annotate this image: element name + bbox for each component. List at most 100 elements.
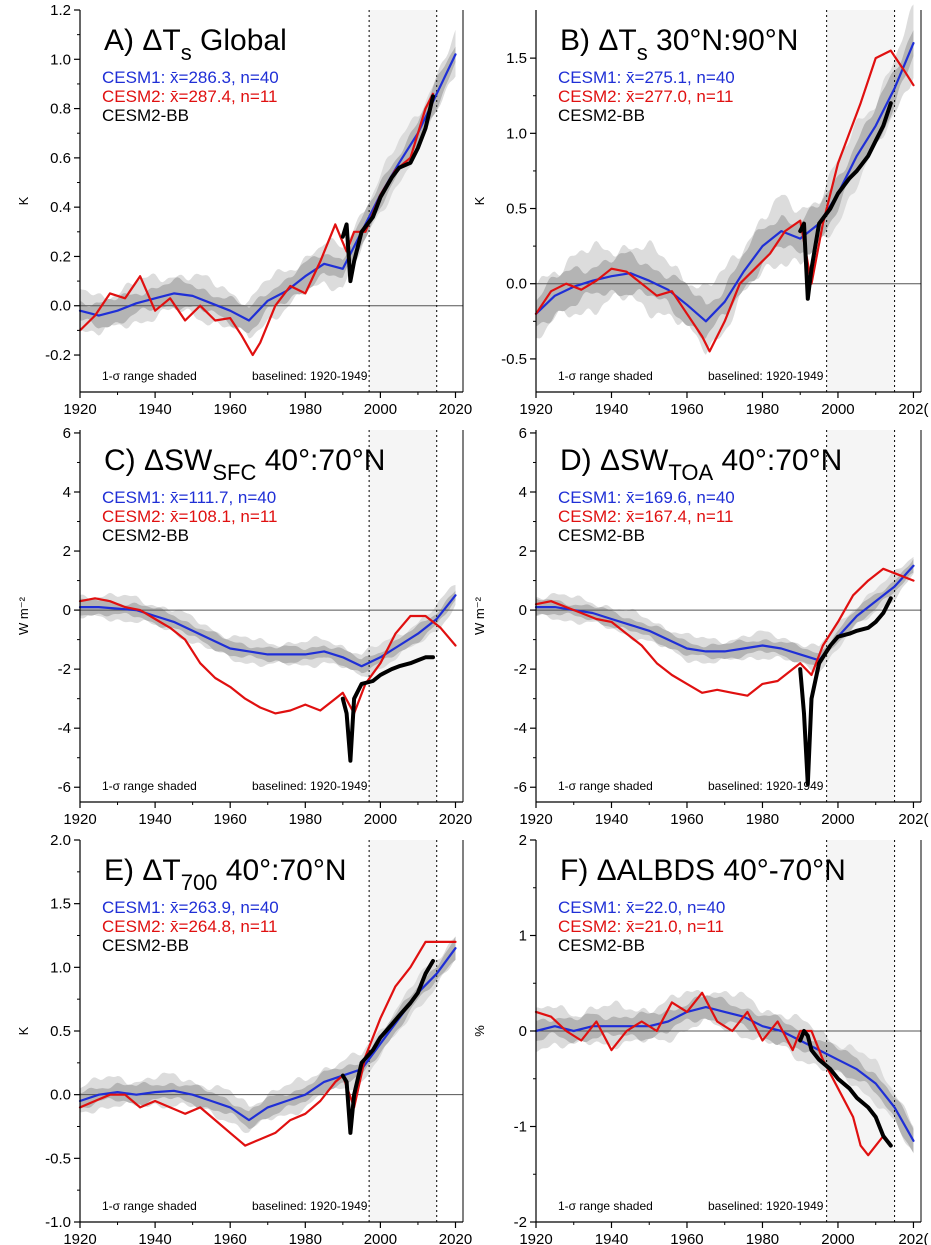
- y-tick-label: 2: [519, 543, 527, 560]
- baseline-note: baselined: 1920-1949: [708, 779, 824, 793]
- legend-entry-cesm2: CESM2: x̄=264.8, n=11: [102, 917, 277, 936]
- y-tick-label: -0.5: [501, 351, 527, 368]
- x-tick-label: 2000: [364, 401, 397, 418]
- y-tick-label: 0.6: [50, 150, 71, 167]
- spread-shading-inner: [536, 558, 914, 668]
- y-tick-label: 0.8: [50, 101, 71, 118]
- shading-note: 1-σ range shaded: [102, 779, 197, 793]
- y-axis-label: %: [472, 1025, 487, 1037]
- y-tick-label: 1.0: [50, 51, 71, 68]
- y-tick-label: 4: [63, 484, 71, 501]
- panel-a: -0.2 0.0 0.2 0.4 0.6 0.8 1.0 1.2 1920 1940 1960 198…: [16, 2, 472, 418]
- panel-title-subscript: 700: [181, 870, 218, 895]
- panel-title: D) ΔSWTOA 40°:70°N: [560, 444, 842, 485]
- x-tick-label: 1980: [289, 401, 322, 418]
- legend-entry-bb: CESM2-BB: [102, 936, 189, 955]
- series-line-cesm1: [78, 947, 457, 1122]
- panel-title-main: E) ΔT: [104, 854, 181, 887]
- legend-entry-cesm2: CESM2: x̄=21.0, n=11: [558, 917, 724, 936]
- legend-entry-cesm2: CESM2: x̄=277.0, n=11: [558, 87, 733, 106]
- panel-title-main: B) ΔT: [560, 24, 637, 57]
- shading-note: 1-σ range shaded: [558, 369, 653, 383]
- y-tick-label: 0.4: [50, 199, 71, 216]
- panel-title-region: Global: [192, 24, 287, 57]
- x-tick-label: 1980: [289, 1231, 322, 1245]
- y-tick-label: 1.2: [50, 2, 71, 19]
- y-tick-label: -0.5: [45, 1150, 71, 1167]
- baseline-note: baselined: 1920-1949: [252, 1199, 368, 1213]
- series-line-bb: [340, 655, 435, 763]
- x-tick-label: 202(: [898, 811, 928, 828]
- x-tick-label: 2020: [439, 401, 472, 418]
- y-tick-label: -0.2: [45, 347, 71, 364]
- legend-entry-cesm2: CESM2: x̄=287.4, n=11: [102, 87, 277, 106]
- x-tick-label: 1960: [670, 401, 703, 418]
- panel-title-region: 40°:70°N: [217, 854, 346, 887]
- shading-note: 1-σ range shaded: [102, 369, 197, 383]
- baseline-note: baselined: 1920-1949: [708, 1199, 824, 1213]
- panel-title-subscript: TOA: [668, 460, 713, 485]
- y-axis-label: K: [16, 1026, 31, 1035]
- y-tick-label: 0.0: [506, 276, 527, 293]
- x-tick-label: 2020: [439, 811, 472, 828]
- x-tick-label: 1980: [746, 1231, 779, 1245]
- panel-title: B) ΔTs 30°N:90°N: [560, 24, 798, 65]
- panel-title: A) ΔTs Global: [104, 24, 287, 65]
- x-tick-label: 1980: [746, 811, 779, 828]
- y-tick-label: -4: [58, 720, 71, 737]
- y-tick-label: 1.0: [506, 125, 527, 142]
- x-tick-label: 1960: [670, 1231, 703, 1245]
- y-tick-label: 0: [519, 1023, 527, 1040]
- x-tick-label: 202(: [898, 1231, 928, 1245]
- series-line-bb: [340, 94, 435, 284]
- legend-entry-cesm2: CESM2: x̄=167.4, n=11: [558, 507, 733, 526]
- panel-title-main: D) ΔSW: [560, 444, 669, 477]
- panel-title-region: 30°N:90°N: [648, 24, 799, 57]
- y-tick-label: 2: [519, 832, 527, 849]
- y-tick-label: 2.0: [50, 832, 71, 849]
- y-tick-label: 1.0: [50, 959, 71, 976]
- y-tick-label: -6: [58, 779, 71, 796]
- legend-entry-bb: CESM2-BB: [558, 106, 645, 125]
- y-tick-label: 6: [63, 425, 71, 442]
- y-tick-label: 0: [519, 602, 527, 619]
- series-line-bb: [798, 101, 893, 301]
- y-axis-label: W m⁻²: [16, 596, 31, 635]
- y-tick-label: 0.0: [50, 1087, 71, 1104]
- y-axis-label: K: [472, 196, 487, 205]
- x-tick-label: 1920: [519, 1231, 552, 1245]
- spread-shading-inner: [536, 30, 914, 339]
- legend-entry-bb: CESM2-BB: [558, 936, 645, 955]
- y-tick-label: -2: [514, 661, 527, 678]
- y-tick-label: 6: [519, 425, 527, 442]
- panel-title: E) ΔT700 40°:70°N: [104, 854, 347, 895]
- panel-title-main: A) ΔT: [104, 24, 181, 57]
- x-tick-label: 1960: [214, 811, 247, 828]
- spread-shading-inner: [80, 590, 456, 674]
- baseline-note: baselined: 1920-1949: [252, 779, 368, 793]
- x-tick-label: 2000: [364, 811, 397, 828]
- y-tick-label: 1: [519, 928, 527, 945]
- series-line-cesm2: [534, 49, 915, 353]
- shading-note: 1-σ range shaded: [558, 779, 653, 793]
- x-tick-label: 1940: [595, 1231, 628, 1245]
- legend-entry-cesm1: CESM1: x̄=22.0, n=40: [558, 898, 725, 917]
- panel-title-region: 40°:70°N: [256, 444, 385, 477]
- y-tick-label: -1: [514, 1119, 527, 1136]
- x-tick-label: 1980: [746, 401, 779, 418]
- legend-entry-cesm2: CESM2: x̄=108.1, n=11: [102, 507, 277, 526]
- y-tick-label: 0.2: [50, 248, 71, 265]
- series-line-bb: [798, 596, 893, 787]
- legend-entry-cesm1: CESM1: x̄=275.1, n=40: [558, 68, 735, 87]
- x-tick-label: 2000: [821, 401, 854, 418]
- legend-entry-bb: CESM2-BB: [558, 526, 645, 545]
- x-tick-label: 1940: [138, 1231, 171, 1245]
- panel-title: F) ΔALBDS 40°-70°N: [560, 854, 846, 887]
- shading-note: 1-σ range shaded: [102, 1199, 197, 1213]
- y-tick-label: 0.0: [50, 298, 71, 315]
- x-tick-label: 1940: [138, 811, 171, 828]
- panel-title-subscript: SFC: [212, 460, 256, 485]
- baseline-note: baselined: 1920-1949: [708, 369, 824, 383]
- series-line-cesm2: [78, 597, 457, 715]
- x-tick-label: 2000: [364, 1231, 397, 1245]
